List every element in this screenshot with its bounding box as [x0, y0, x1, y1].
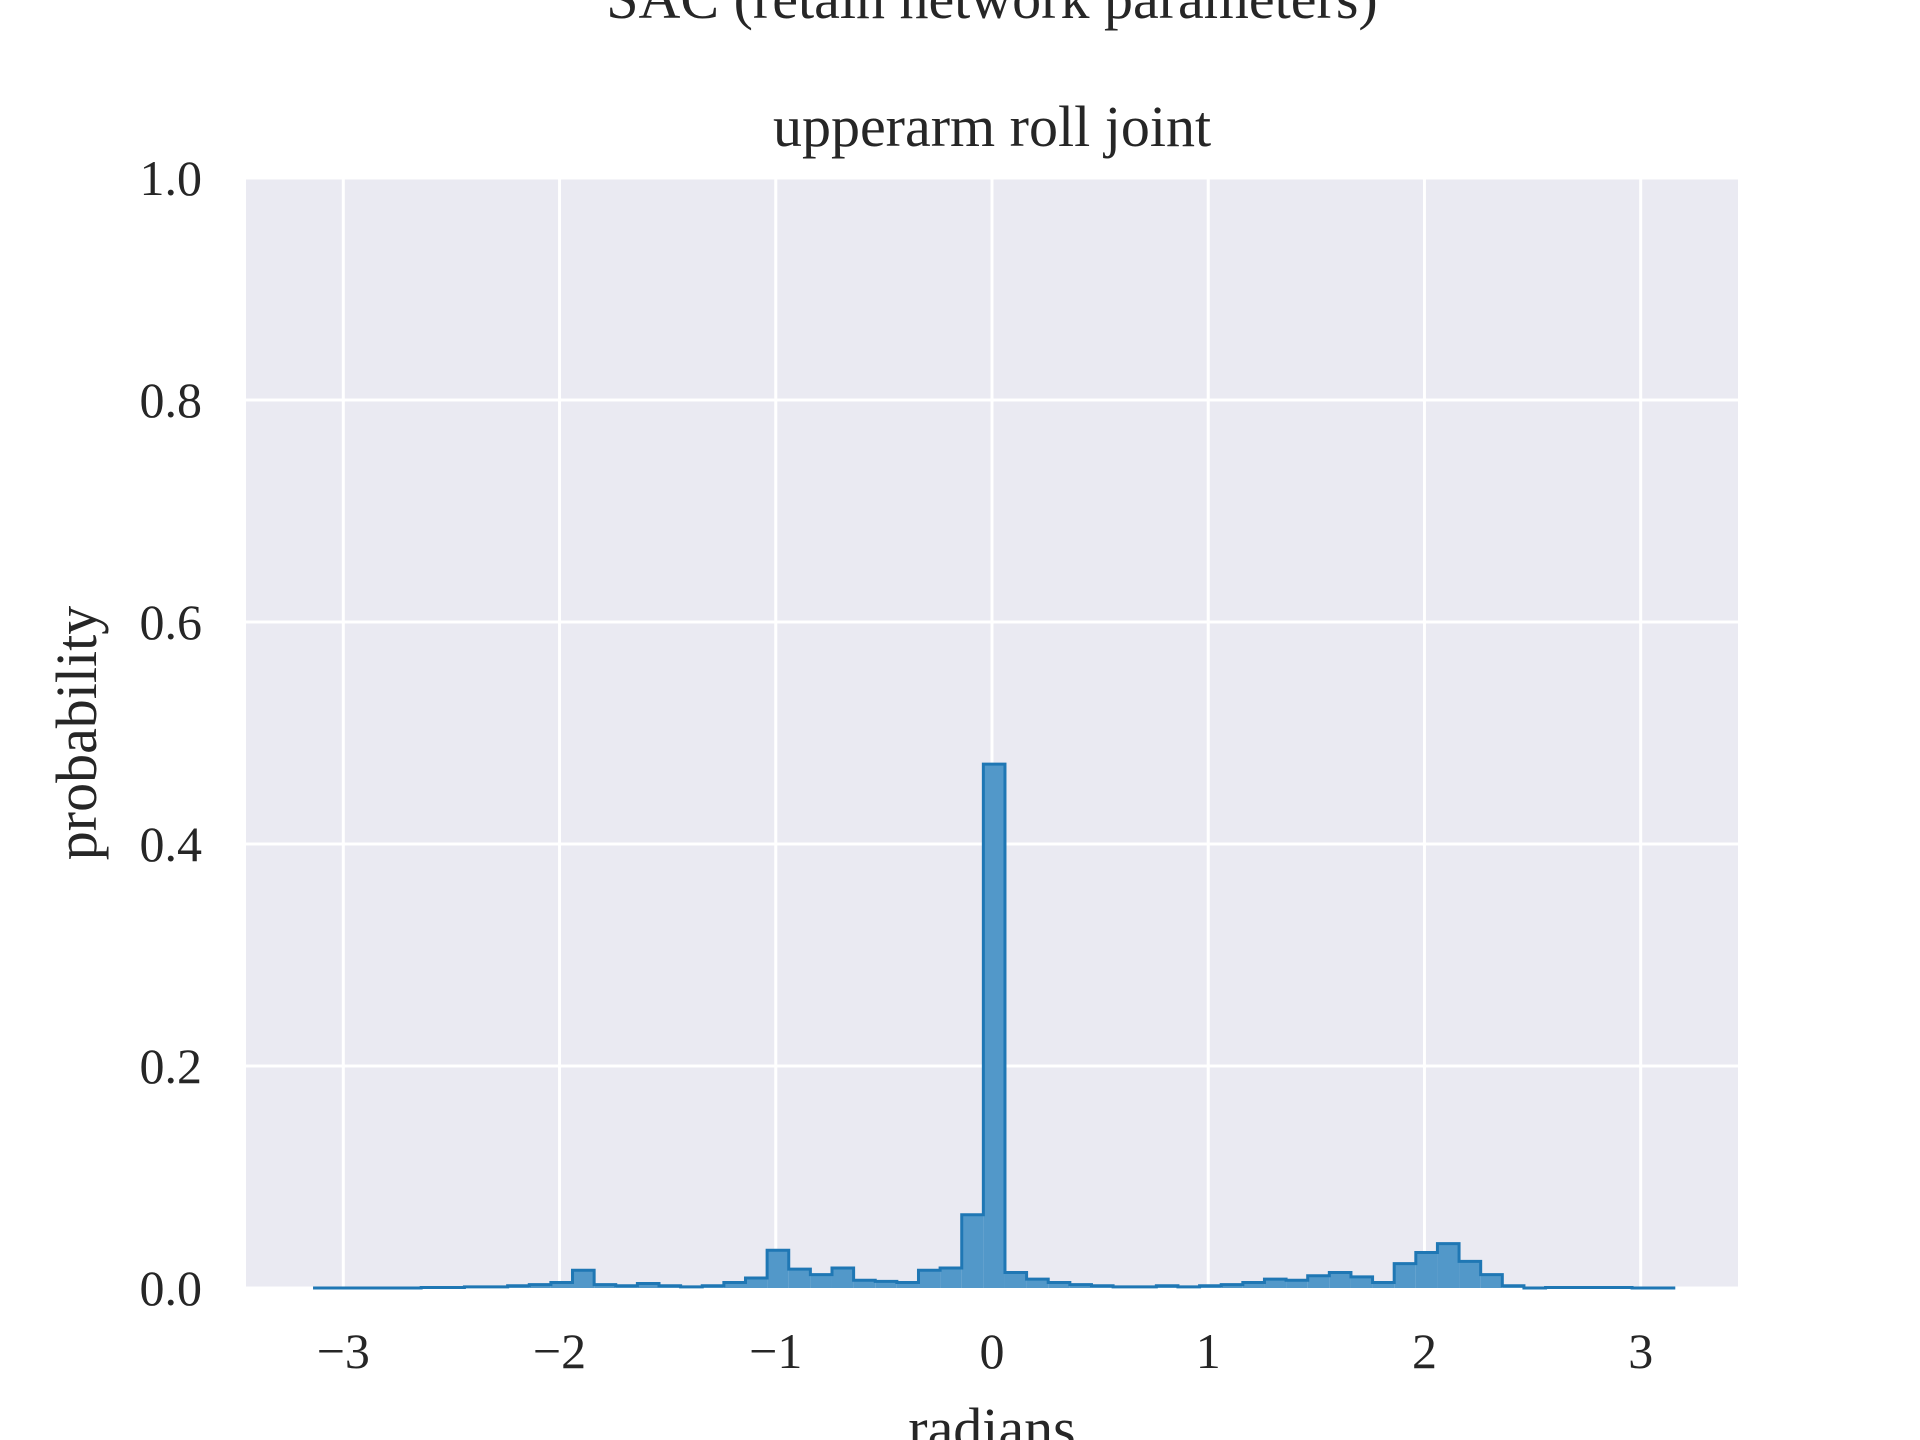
histogram-bar — [788, 1269, 811, 1288]
x-tick-label: −1 — [749, 1323, 802, 1379]
histogram-bar — [918, 1270, 941, 1288]
histogram-bar — [1069, 1284, 1092, 1288]
chart-title: upperarm roll joint — [773, 94, 1211, 159]
x-tick-label: 2 — [1412, 1323, 1437, 1379]
histogram-bar — [572, 1270, 595, 1288]
histogram-bar — [1372, 1282, 1395, 1288]
histogram-bar — [940, 1268, 962, 1288]
histogram-bar — [1004, 1272, 1027, 1288]
histogram-bar — [767, 1250, 789, 1288]
histogram-bar — [810, 1274, 832, 1288]
x-tick-label: 3 — [1628, 1323, 1653, 1379]
histogram-bar — [1221, 1284, 1243, 1288]
y-tick-label: 0.4 — [140, 816, 203, 872]
histogram-bar — [745, 1278, 768, 1288]
histogram-bar — [1437, 1243, 1460, 1288]
x-tick-label: 0 — [980, 1323, 1005, 1379]
histogram-bar — [1350, 1276, 1373, 1288]
x-axis-label: radians — [908, 1396, 1076, 1440]
histogram-bar — [1459, 1261, 1481, 1288]
histogram-bar — [831, 1268, 854, 1288]
y-tick-label: 0.8 — [140, 372, 203, 428]
y-tick-label: 1.0 — [140, 150, 203, 206]
y-tick-label: 0.0 — [140, 1260, 203, 1316]
histogram-bar — [1264, 1279, 1287, 1288]
histogram-bar — [1286, 1280, 1308, 1288]
y-tick-label: 0.6 — [140, 594, 203, 650]
histogram-bar — [1415, 1252, 1438, 1288]
x-tick-label: 1 — [1196, 1323, 1221, 1379]
histogram-bar — [1394, 1263, 1416, 1288]
histogram-bar — [896, 1282, 919, 1288]
histogram-bar — [594, 1284, 616, 1288]
y-tick-labels: 0.0 0.2 0.4 0.6 0.8 1.0 — [140, 150, 203, 1316]
histogram-bar — [983, 764, 1005, 1288]
histogram-bar — [529, 1284, 551, 1288]
chart-suptitle: SAC (retain network parameters) — [606, 0, 1377, 31]
histogram-bar — [1307, 1275, 1330, 1288]
x-tick-label: −2 — [533, 1323, 586, 1379]
histogram-bars — [313, 762, 1676, 1290]
y-tick-label: 0.2 — [140, 1038, 203, 1094]
y-axis-label: probability — [44, 606, 109, 861]
histogram-bar — [961, 1214, 984, 1288]
x-tick-labels: −3 −2 −1 0 1 2 3 — [317, 1323, 1653, 1379]
histogram-bar — [1242, 1282, 1265, 1288]
histogram-bar — [853, 1280, 876, 1288]
histogram-bar — [637, 1283, 660, 1288]
histogram-bar — [1480, 1274, 1503, 1288]
histogram-outline — [313, 762, 1676, 1290]
histogram-bar — [1048, 1282, 1070, 1288]
histogram-bar — [1026, 1279, 1049, 1288]
histogram-bar — [1329, 1272, 1351, 1288]
histogram-bar — [550, 1282, 573, 1288]
histogram-bar — [875, 1281, 897, 1288]
x-tick-label: −3 — [317, 1323, 370, 1379]
histogram-bar — [723, 1282, 746, 1288]
